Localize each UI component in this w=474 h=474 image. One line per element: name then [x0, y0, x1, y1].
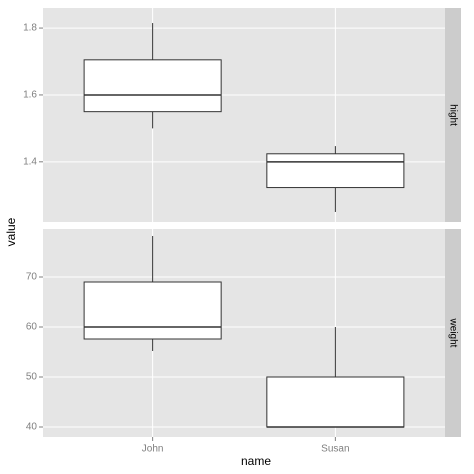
box	[83, 59, 222, 113]
y-tick-label: 1.4	[23, 156, 37, 167]
y-axis-title: value	[4, 217, 18, 246]
facet-strip	[445, 8, 461, 222]
box	[266, 153, 405, 189]
facet-label: hight	[447, 104, 458, 126]
y-tick-label: 1.6	[23, 90, 37, 101]
y-tick-label: 1.8	[23, 23, 37, 34]
x-tick-label: Susan	[321, 444, 349, 455]
box	[83, 281, 222, 340]
x-tick-label: John	[142, 444, 164, 455]
facet-label: weight	[447, 318, 458, 348]
x-axis-title: name	[241, 454, 271, 468]
y-tick-label: 60	[26, 322, 38, 333]
panel-background	[43, 8, 445, 222]
facet-strip	[445, 229, 461, 437]
box	[266, 376, 405, 428]
y-tick-label: 50	[26, 372, 38, 383]
y-tick-label: 40	[26, 422, 38, 433]
y-tick-label: 70	[26, 272, 38, 283]
